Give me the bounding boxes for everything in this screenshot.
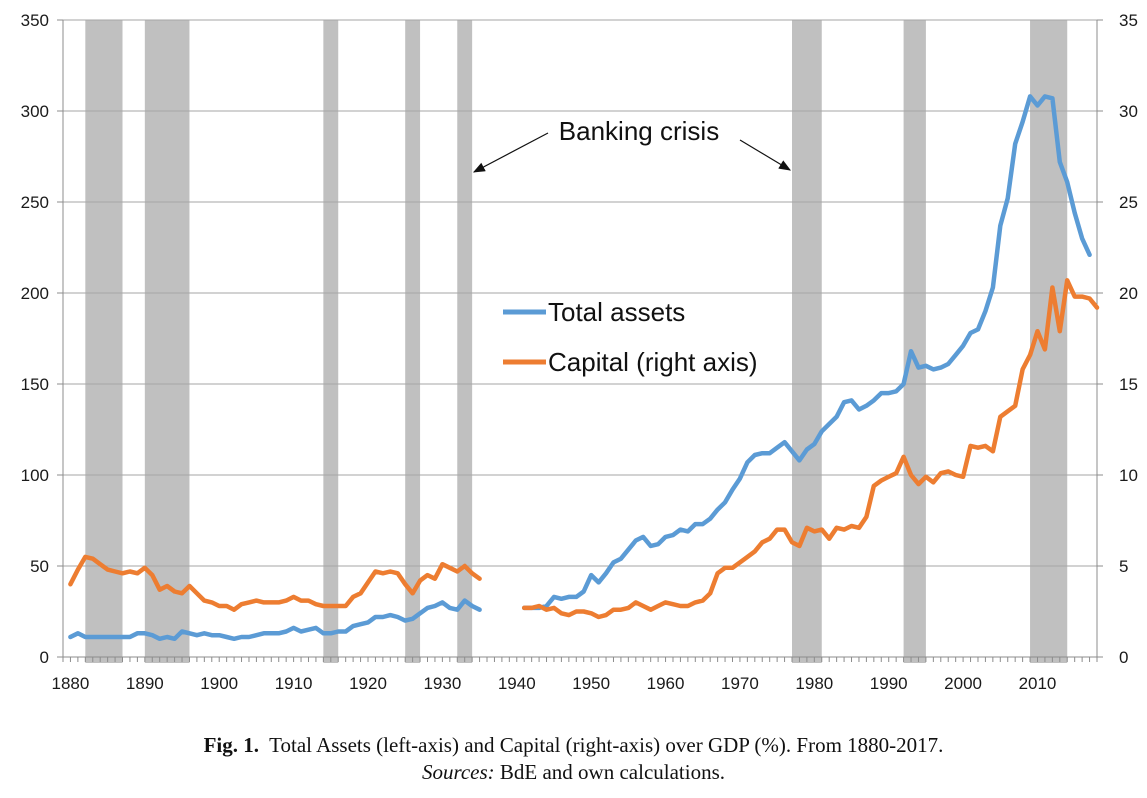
left-tick-label: 100 (21, 466, 49, 485)
x-tick-label: 1910 (275, 674, 313, 693)
right-tick-label: 15 (1119, 375, 1138, 394)
total-assets-line (521, 94, 1092, 611)
total-assets-line (68, 598, 482, 642)
series-lines (68, 94, 1100, 642)
legend-label-capital: Capital (right axis) (548, 347, 758, 377)
x-tick-label: 1880 (52, 674, 90, 693)
x-tick-label: 1890 (126, 674, 164, 693)
annotation-arrow-left (472, 132, 549, 173)
x-tick-label: 1970 (721, 674, 759, 693)
left-tick-label: 150 (21, 375, 49, 394)
crisis-annotation-label: Banking crisis (559, 116, 719, 146)
gridlines (63, 19, 1097, 567)
left-tick-label: 350 (21, 11, 49, 30)
crisis-bar (792, 20, 822, 663)
right-tick-label: 0 (1119, 648, 1128, 667)
crisis-bar (405, 20, 421, 663)
legend: Total assets Capital (right axis) (503, 297, 758, 377)
x-tick-label: 1960 (647, 674, 685, 693)
left-tick-label: 250 (21, 193, 49, 212)
figure-caption: Fig. 1. Total Assets (left-axis) and Cap… (0, 733, 1147, 758)
right-tick-label: 25 (1119, 193, 1138, 212)
axes: 0 50 100 150 200 250 300 350 0 5 10 15 20 25 30 35 1880 1… (21, 11, 1138, 693)
annotation-arrow-right (739, 139, 792, 171)
crisis-bar (144, 20, 190, 663)
x-tick-label: 1990 (870, 674, 908, 693)
left-tick-label: 200 (21, 284, 49, 303)
crisis-bar (903, 20, 926, 663)
figure-sources: Sources: BdE and own calculations. (0, 760, 1147, 785)
left-tick-label: 300 (21, 102, 49, 121)
right-tick-label: 30 (1119, 102, 1138, 121)
capital-line (68, 554, 482, 612)
right-tick-label: 20 (1119, 284, 1138, 303)
x-tick-label: 1900 (200, 674, 238, 693)
right-tick-label: 5 (1119, 557, 1128, 576)
left-tick-label: 0 (40, 648, 49, 667)
crisis-shading-layer (85, 20, 1068, 663)
crisis-bar (85, 20, 123, 663)
crisis-bar (457, 20, 473, 663)
x-tick-label: 1940 (498, 674, 536, 693)
x-tick-label: 1920 (349, 674, 387, 693)
right-tick-label: 10 (1119, 466, 1138, 485)
sources-label: Sources: (421, 760, 495, 784)
x-tick-label: 1950 (572, 674, 610, 693)
crisis-bar (323, 20, 339, 663)
x-tick-label: 1930 (423, 674, 461, 693)
x-tick-label: 2000 (944, 674, 982, 693)
right-tick-label: 35 (1119, 11, 1138, 30)
crisis-annotation: Banking crisis (472, 116, 792, 173)
figure-label: Fig. 1. (203, 733, 259, 757)
sources-text: BdE and own calculations. (499, 760, 726, 784)
figure-caption-text: Total Assets (left-axis) and Capital (ri… (269, 733, 944, 757)
capital-line (521, 278, 1100, 620)
x-tick-label: 1980 (795, 674, 833, 693)
left-tick-label: 50 (30, 557, 49, 576)
legend-label-total-assets: Total assets (548, 297, 685, 327)
x-tick-label: 2010 (1019, 674, 1057, 693)
chart-figure: 0 50 100 150 200 250 300 350 0 5 10 15 20 25 30 35 1880 1… (21, 11, 1138, 693)
